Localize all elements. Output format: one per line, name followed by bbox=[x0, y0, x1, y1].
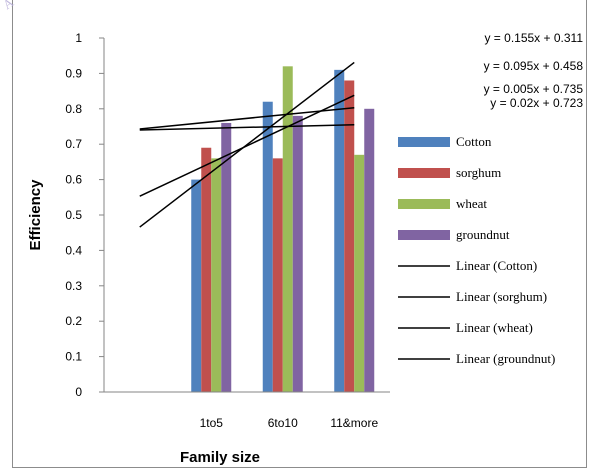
bar-sorghum bbox=[344, 80, 355, 392]
trendline bbox=[139, 106, 355, 130]
bar-groundnut bbox=[292, 115, 303, 392]
bar-groundnut bbox=[364, 108, 375, 393]
y-tick-label: 0.1 bbox=[65, 350, 82, 364]
legend: Cotton sorghum wheat groundnut Linear (Cotto… bbox=[398, 134, 555, 366]
y-tick-label: 0.8 bbox=[65, 102, 82, 116]
y-tick-label: 1 bbox=[75, 31, 82, 45]
bar-cotton bbox=[191, 179, 202, 392]
bar-cotton bbox=[262, 101, 273, 392]
x-tick-label: 1to5 bbox=[200, 416, 224, 430]
bar-sorghum bbox=[201, 147, 212, 392]
trendline-equation: y = 0.005x + 0.735 bbox=[484, 82, 584, 96]
legend-label: sorghum bbox=[456, 165, 501, 180]
legend-label: Linear (wheat) bbox=[456, 320, 533, 335]
x-tick-label: 6to10 bbox=[268, 416, 298, 430]
y-tick-label: 0.4 bbox=[65, 243, 82, 257]
trendline-equation: y = 0.02x + 0.723 bbox=[490, 96, 583, 110]
x-tick-label: 11&more bbox=[330, 416, 378, 430]
bar-groundnut bbox=[221, 122, 232, 393]
legend-label: Linear (sorghum) bbox=[456, 289, 547, 304]
bar-wheat bbox=[282, 66, 293, 392]
legend-swatch bbox=[398, 137, 450, 147]
x-axis: 1to5 6to10 11&more bbox=[104, 391, 390, 430]
y-tick-label: 0 bbox=[75, 385, 82, 399]
trendlines bbox=[139, 61, 355, 228]
y-tick-label: 0.9 bbox=[65, 66, 82, 80]
y-tick-label: 0.2 bbox=[65, 314, 82, 328]
legend-swatch bbox=[398, 230, 450, 240]
trendline bbox=[139, 123, 355, 131]
bar-cotton bbox=[334, 69, 345, 393]
y-axis-title: Efficiency bbox=[27, 179, 44, 251]
trendline-equations: y = 0.155x + 0.311 y = 0.095x + 0.458 y = … bbox=[484, 31, 584, 110]
bars bbox=[191, 66, 375, 393]
legend-label: Linear (Cotton) bbox=[456, 258, 537, 273]
y-tick-label: 0.3 bbox=[65, 279, 82, 293]
bar-wheat bbox=[354, 154, 365, 392]
trendline bbox=[139, 61, 355, 228]
y-tick-label: 0.7 bbox=[65, 137, 82, 151]
y-tick-label: 0.5 bbox=[65, 208, 82, 222]
x-axis-title: Family size bbox=[180, 449, 260, 466]
legend-swatch bbox=[398, 168, 450, 178]
legend-label: wheat bbox=[456, 196, 487, 211]
legend-label: Cotton bbox=[456, 134, 492, 149]
bar-sorghum bbox=[272, 158, 283, 392]
trendline bbox=[139, 94, 355, 197]
bar-wheat bbox=[211, 158, 222, 392]
y-tick-label: 0.6 bbox=[65, 173, 82, 187]
legend-label: Linear (groundnut) bbox=[456, 351, 555, 366]
y-axis: 0 0.1 0.2 0.3 0.4 0.5 0.6 0.7 0.8 0.9 1 bbox=[65, 31, 105, 399]
trendline-equation: y = 0.095x + 0.458 bbox=[484, 59, 584, 73]
trendline-equation: y = 0.155x + 0.311 bbox=[484, 31, 583, 45]
legend-label: groundnut bbox=[456, 227, 510, 242]
legend-swatch bbox=[398, 199, 450, 209]
